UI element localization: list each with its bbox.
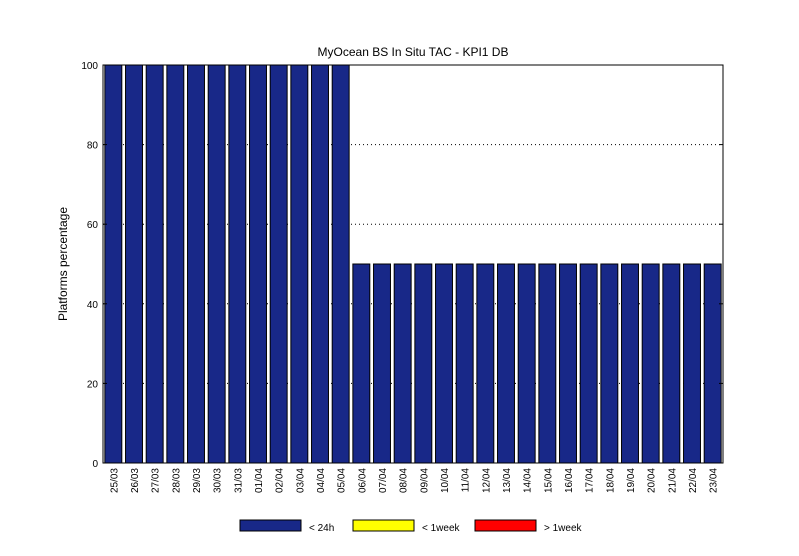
x-tick-label: 27/03 xyxy=(151,468,162,493)
x-tick-label: 11/04 xyxy=(461,468,472,493)
bar-30-03-series-1 xyxy=(207,64,226,464)
bar-09-04-series-1 xyxy=(414,263,433,464)
x-tick-label: 03/04 xyxy=(295,468,306,493)
bar-03-04-series-1 xyxy=(290,64,309,464)
y-tick-label: 0 xyxy=(92,459,98,470)
legend-label: < 24h xyxy=(309,523,334,534)
bar-26-03-series-1 xyxy=(125,64,143,464)
bar-08-04-series-1 xyxy=(393,263,412,464)
bar-17-04-series-1 xyxy=(579,263,598,464)
y-tick-label: 40 xyxy=(87,300,99,311)
bar-14-04-series-1 xyxy=(517,263,536,464)
x-tick-label: 17/04 xyxy=(585,468,596,493)
bar-21-04-series-1 xyxy=(662,263,681,464)
y-axis-ticks: 0 20 40 60 80 100 xyxy=(81,61,723,470)
x-tick-label: 08/04 xyxy=(399,468,410,493)
x-tick-label: 16/04 xyxy=(564,468,575,493)
bars xyxy=(104,64,722,464)
legend-swatch xyxy=(239,519,302,532)
y-tick-label: 60 xyxy=(87,220,99,231)
y-tick-label: 20 xyxy=(87,379,99,390)
bar-25-03-series-1 xyxy=(104,64,123,464)
x-tick-label: 10/04 xyxy=(440,468,451,493)
legend-swatch xyxy=(474,519,537,532)
chart-title: MyOcean BS In Situ TAC - KPI1 DB xyxy=(318,45,509,59)
x-tick-label: 04/04 xyxy=(316,468,327,493)
bar-18-04-series-1 xyxy=(600,263,619,464)
bar-29-03-series-1 xyxy=(187,64,205,464)
bar-22-04-series-1 xyxy=(683,263,701,464)
bar-05-04-series-1 xyxy=(331,64,350,464)
legend-label: < 1week xyxy=(422,523,461,534)
x-tick-label: 12/04 xyxy=(481,468,492,493)
x-tick-label: 07/04 xyxy=(378,468,389,493)
bar-23-04-series-1 xyxy=(703,263,722,464)
x-tick-label: 15/04 xyxy=(543,468,554,493)
bar-27-03-series-1 xyxy=(145,64,164,464)
plot-frame xyxy=(102,64,724,464)
y-axis-label: Platforms percentage xyxy=(56,207,70,321)
legend: < 24h < 1week > 1week xyxy=(239,519,583,534)
x-tick-label: 26/03 xyxy=(130,468,141,493)
x-tick-label: 20/04 xyxy=(647,468,658,493)
bar-06-04-series-1 xyxy=(352,263,371,464)
bar-13-04-series-1 xyxy=(497,263,515,464)
bar-01-04-series-1 xyxy=(249,64,267,464)
y-tick-label: 100 xyxy=(81,61,98,72)
y-tick-label: 80 xyxy=(87,141,99,152)
x-tick-label: 18/04 xyxy=(605,468,616,493)
x-tick-label: 02/04 xyxy=(275,468,286,493)
bar-28-03-series-1 xyxy=(166,64,185,464)
bar-31-03-series-1 xyxy=(228,64,247,464)
x-tick-label: 19/04 xyxy=(626,468,637,493)
x-tick-label: 14/04 xyxy=(523,468,534,493)
bar-04-04-series-1 xyxy=(311,64,329,464)
x-tick-label: 01/04 xyxy=(254,468,265,493)
bar-10-04-series-1 xyxy=(435,263,453,464)
x-tick-label: 28/03 xyxy=(171,468,182,493)
bar-12-04-series-1 xyxy=(476,263,495,464)
x-tick-label: 06/04 xyxy=(357,468,368,493)
bar-15-04-series-1 xyxy=(538,263,557,464)
x-tick-label: 29/03 xyxy=(192,468,203,493)
bar-16-04-series-1 xyxy=(559,263,577,464)
x-tick-label: 05/04 xyxy=(337,468,348,493)
bar-07-04-series-1 xyxy=(373,263,391,464)
x-tick-label: 31/03 xyxy=(233,468,244,493)
x-tick-label: 30/03 xyxy=(213,468,224,493)
legend-swatch xyxy=(352,519,415,532)
x-axis-ticks: 25/03 26/03 27/03 28/03 29/03 30/03 31/03 01/04… xyxy=(109,468,719,493)
x-tick-label: 23/04 xyxy=(709,468,720,493)
x-tick-label: 13/04 xyxy=(502,468,513,493)
legend-label: > 1week xyxy=(544,523,583,534)
bar-19-04-series-1 xyxy=(621,263,639,464)
x-tick-label: 21/04 xyxy=(667,468,678,493)
bar-02-04-series-1 xyxy=(269,64,288,464)
bar-20-04-series-1 xyxy=(641,263,660,464)
x-tick-label: 22/04 xyxy=(688,468,699,493)
x-tick-label: 09/04 xyxy=(419,468,430,493)
x-tick-label: 25/03 xyxy=(109,468,120,493)
bar-11-04-series-1 xyxy=(455,263,474,464)
